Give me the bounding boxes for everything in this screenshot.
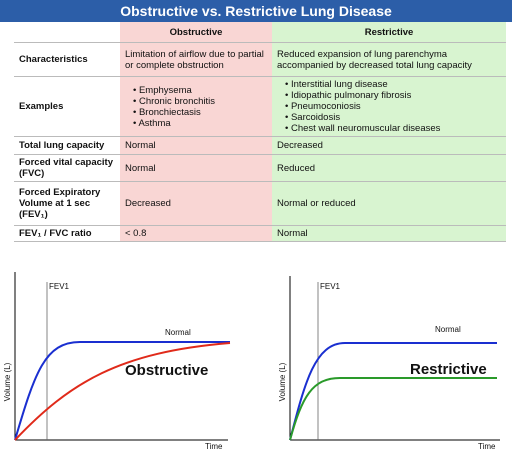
row-label: Characteristics	[14, 42, 120, 77]
cell-text: Normal	[125, 162, 156, 174]
bullet-item: Chest wall neuromuscular diseases	[285, 123, 501, 134]
obstructive-cell: Limitation of airflow due to partial or …	[120, 42, 272, 77]
cell-text: Decreased	[277, 140, 323, 151]
obstructive-cell: Normal	[120, 136, 272, 155]
normal-curve	[289, 342, 497, 441]
obstructive-cell: EmphysemaChronic bronchitisBronchiectasi…	[120, 76, 272, 137]
obstructive-curve	[14, 342, 231, 441]
bullet-list: EmphysemaChronic bronchitisBronchiectasi…	[125, 85, 267, 129]
column-header: Restrictive	[272, 22, 506, 43]
bullet-item: Sarcoidosis	[285, 112, 501, 123]
bullet-item: Pneumoconiosis	[285, 101, 501, 112]
bullet-item: Chronic bronchitis	[133, 96, 267, 107]
row-label: Forced vital capacity (FVC)	[14, 154, 120, 182]
table-row: ExamplesEmphysemaChronic bronchitisBronc…	[14, 76, 506, 137]
restrictive-cell: Reduced	[272, 154, 506, 182]
graph-title: Obstructive	[125, 362, 208, 379]
row-label: Total lung capacity	[14, 136, 120, 155]
cell-text: Reduced expansion of lung parenchyma acc…	[277, 48, 472, 71]
x-label: Time	[205, 442, 223, 451]
restrictive-graph: FEV1 Normal Restrictive Time Volume (L)	[278, 276, 500, 451]
bullet-item: Emphysema	[133, 85, 267, 96]
corner-cell	[14, 22, 120, 43]
restrictive-cell: Decreased	[272, 136, 506, 155]
row-label: FEV₁ / FVC ratio	[14, 225, 120, 242]
cell-text: Normal	[125, 140, 156, 151]
y-label: Volume (L)	[278, 362, 287, 401]
cell-text: Normal or reduced	[277, 198, 356, 209]
cell-text: Reduced	[277, 162, 316, 174]
graph-title: Restrictive	[410, 361, 487, 378]
obstructive-cell: < 0.8	[120, 225, 272, 242]
table-row: Characteristics Limitation of airflow due…	[14, 42, 506, 77]
normal-label: Normal	[435, 325, 461, 334]
column-header: Obstructive	[120, 22, 272, 43]
bullet-item: Asthma	[133, 118, 267, 129]
fev1-label: FEV1	[49, 282, 70, 291]
obstructive-graph: FEV1 Normal Obstructive Time Volume (L)	[3, 272, 231, 451]
cell-text: Normal	[277, 228, 308, 239]
table-row: FEV₁ / FVC ratio < 0.8 Normal	[14, 225, 506, 242]
y-label: Volume (L)	[3, 362, 12, 401]
bullet-list: Interstitial lung diseaseIdiopathic pulm…	[277, 79, 501, 134]
normal-label: Normal	[165, 328, 191, 337]
table-row: Forced vital capacity (FVC) Normal Reduced	[14, 154, 506, 182]
table-row: Total lung capacity Normal Decreased	[14, 136, 506, 155]
comparison-table: Obstructive Restrictive Characteristics Lim…	[14, 22, 506, 242]
bullet-item: Idiopathic pulmonary fibrosis	[285, 90, 501, 101]
restrictive-cell: Normal or reduced	[272, 181, 506, 226]
x-label: Time	[478, 442, 496, 451]
graphs: FEV1 Normal Obstructive Time Volume (L) …	[3, 272, 500, 451]
normal-curve	[14, 341, 230, 441]
restrictive-curve	[289, 377, 497, 441]
restrictive-cell: Interstitial lung diseaseIdiopathic pulm…	[272, 76, 506, 137]
cell-text: Limitation of airflow due to partial or …	[125, 48, 264, 71]
bullet-item: Interstitial lung disease	[285, 79, 501, 90]
row-label: Examples	[14, 76, 120, 137]
row-label: Forced Expiratory Volume at 1 sec (FEV₁)	[14, 181, 120, 226]
table-body: Characteristics Limitation of airflow due…	[14, 42, 506, 242]
bullet-item: Bronchiectasis	[133, 107, 267, 118]
table-row: Forced Expiratory Volume at 1 sec (FEV₁)…	[14, 181, 506, 226]
cell-text: < 0.8	[125, 228, 147, 239]
obstructive-cell: Normal	[120, 154, 272, 182]
title: Obstructive vs. Restrictive Lung Disease	[0, 0, 512, 22]
header-row: Obstructive Restrictive	[14, 22, 506, 43]
restrictive-cell: Reduced expansion of lung parenchyma acc…	[272, 42, 506, 77]
cell-text: Decreased	[125, 198, 171, 209]
obstructive-cell: Decreased	[120, 181, 272, 226]
fev1-label: FEV1	[320, 282, 341, 291]
restrictive-cell: Normal	[272, 225, 506, 242]
